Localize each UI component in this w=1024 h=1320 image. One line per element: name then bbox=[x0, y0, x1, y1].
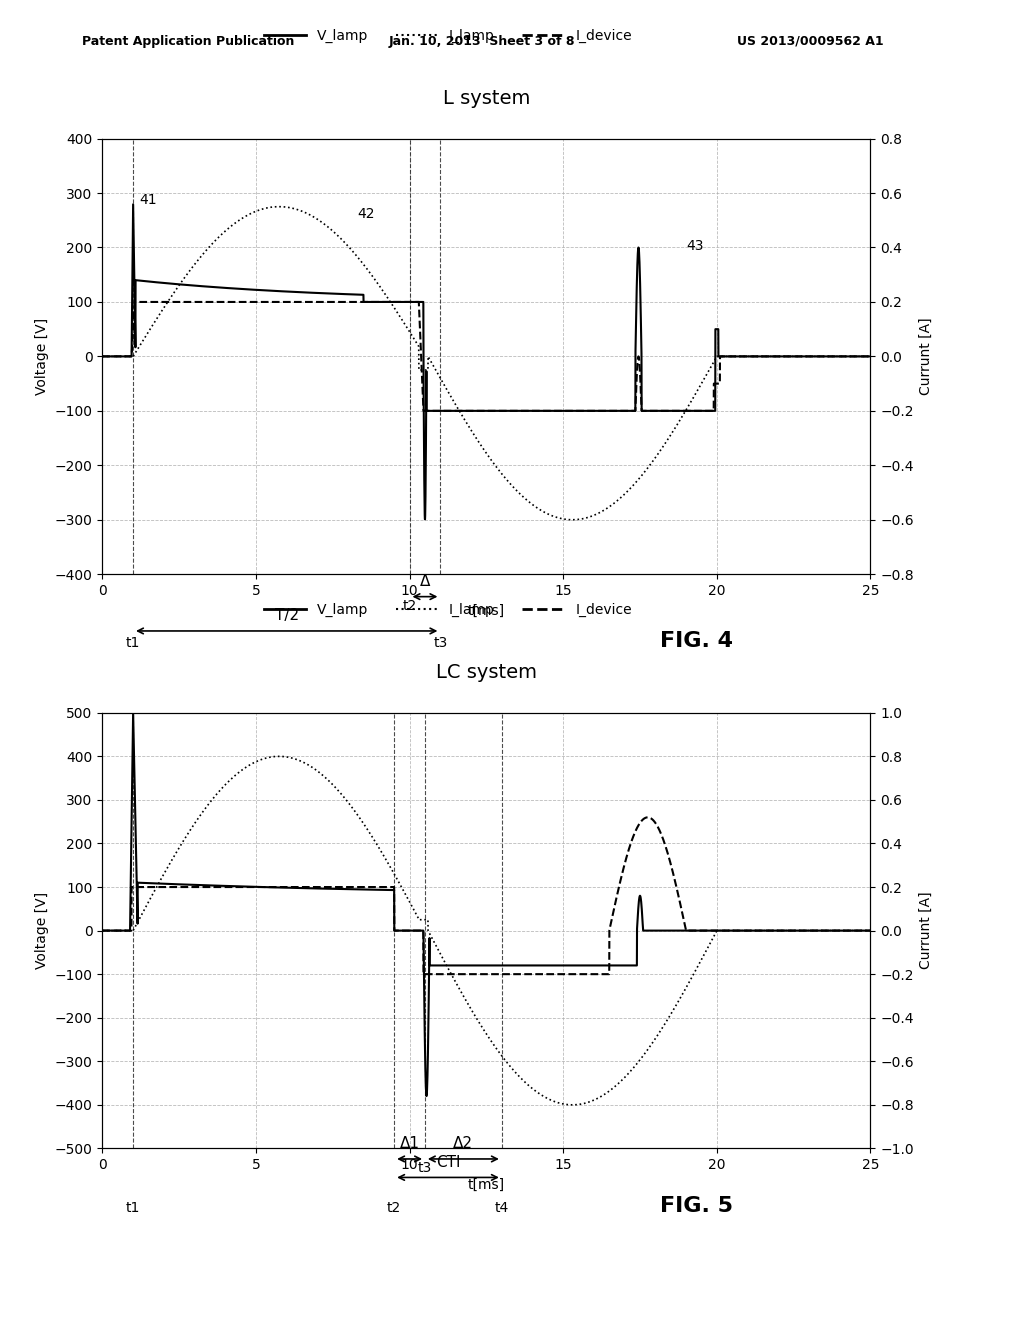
Title: LC system: LC system bbox=[436, 663, 537, 682]
Text: Jan. 10, 2013  Sheet 3 of 8: Jan. 10, 2013 Sheet 3 of 8 bbox=[389, 34, 575, 48]
Text: t2: t2 bbox=[402, 599, 417, 612]
Text: t3: t3 bbox=[418, 1162, 432, 1175]
Y-axis label: Voltage [V]: Voltage [V] bbox=[35, 892, 49, 969]
Text: Δ1: Δ1 bbox=[399, 1137, 420, 1151]
Text: Δ2: Δ2 bbox=[454, 1137, 473, 1151]
Text: t3: t3 bbox=[433, 636, 447, 649]
Text: Δ: Δ bbox=[420, 574, 430, 589]
Text: FIG. 5: FIG. 5 bbox=[659, 1196, 733, 1216]
Text: t4: t4 bbox=[495, 1201, 509, 1214]
Text: 43: 43 bbox=[686, 239, 703, 253]
X-axis label: t[ms]: t[ms] bbox=[468, 1177, 505, 1192]
Text: t1: t1 bbox=[126, 1201, 140, 1214]
Y-axis label: Voltage [V]: Voltage [V] bbox=[35, 318, 49, 395]
Text: t2: t2 bbox=[387, 1201, 401, 1214]
Title: L system: L system bbox=[442, 88, 530, 108]
Text: 41: 41 bbox=[139, 193, 157, 207]
Legend: V_lamp, I_lamp, I_device: V_lamp, I_lamp, I_device bbox=[259, 598, 637, 623]
X-axis label: t[ms]: t[ms] bbox=[468, 603, 505, 618]
Text: CTI: CTI bbox=[436, 1155, 460, 1170]
Text: t1: t1 bbox=[126, 636, 140, 649]
Text: Patent Application Publication: Patent Application Publication bbox=[82, 34, 294, 48]
Text: US 2013/0009562 A1: US 2013/0009562 A1 bbox=[737, 34, 884, 48]
Y-axis label: Currunt [A]: Currunt [A] bbox=[920, 892, 933, 969]
Text: T/2: T/2 bbox=[274, 609, 299, 623]
Text: FIG. 4: FIG. 4 bbox=[659, 631, 733, 651]
Text: 42: 42 bbox=[357, 206, 375, 220]
Legend: V_lamp, I_lamp, I_device: V_lamp, I_lamp, I_device bbox=[259, 24, 637, 49]
Y-axis label: Currunt [A]: Currunt [A] bbox=[920, 318, 933, 395]
